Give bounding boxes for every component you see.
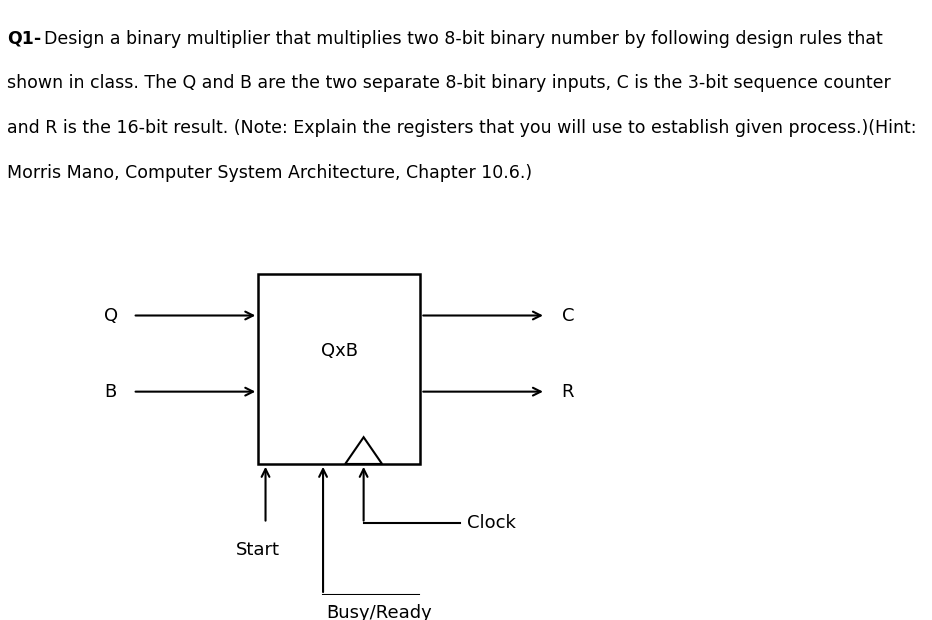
Text: Q1-: Q1- [7, 30, 42, 48]
Text: B: B [104, 383, 116, 401]
Text: ─: ─ [331, 601, 336, 610]
Text: shown in class. The Q and B are the two separate 8-bit binary inputs, C is the 3: shown in class. The Q and B are the two … [7, 74, 891, 92]
Text: and R is the 16-bit result. (Note: Explain the registers that you will use to es: and R is the 16-bit result. (Note: Expla… [7, 119, 917, 137]
Bar [258, 273, 420, 464]
Text: C: C [562, 306, 574, 324]
Text: Start: Start [236, 541, 281, 559]
Text: R: R [562, 383, 574, 401]
Text: Clock: Clock [467, 515, 515, 533]
Text: Morris Mano, Computer System Architecture, Chapter 10.6.): Morris Mano, Computer System Architectur… [7, 164, 532, 182]
Text: Design a binary multiplier that multiplies two 8-bit binary number by following : Design a binary multiplier that multipli… [44, 30, 883, 48]
Text: Busy/Ready: Busy/Ready [327, 604, 432, 620]
Text: Q: Q [103, 306, 117, 324]
Text: QxB: QxB [321, 342, 358, 360]
